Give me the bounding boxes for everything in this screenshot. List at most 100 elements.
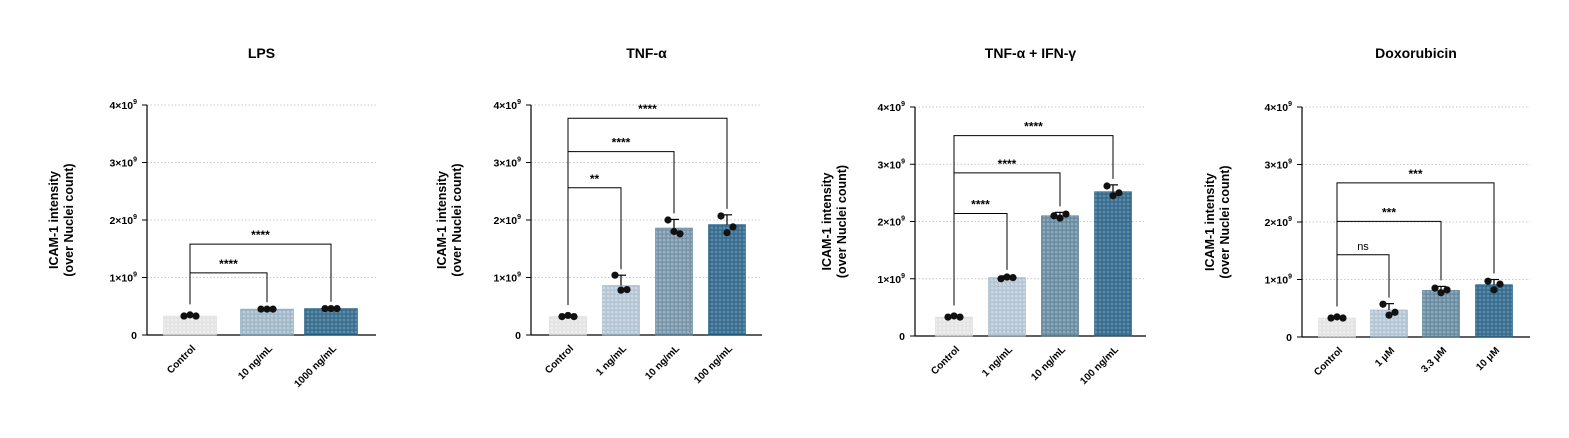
y-tick-exponent: 9 [1288,159,1292,166]
data-point [1484,277,1492,285]
data-point [257,305,265,313]
y-tick-base: 0 [515,330,521,342]
category-label: 10 ng/mL [643,343,682,382]
y-axis-label-line: (over Nuclei count) [62,163,76,276]
significance-label: *** [1382,205,1396,219]
data-point [956,313,964,321]
chart-title: LPS [248,45,275,61]
category-label: 1 μM [1373,345,1397,369]
y-tick-base: 1×10 [877,274,901,286]
significance-label: **** [219,257,238,271]
y-tick-base: 0 [899,331,905,343]
y-tick-label: 4×109 [1264,101,1292,114]
y-tick-exponent: 9 [517,214,521,221]
data-point [1443,286,1451,294]
y-tick-label: 1×109 [1264,274,1292,287]
significance-label: *** [1408,167,1422,181]
y-tick-exponent: 9 [517,99,521,106]
data-point [1391,308,1399,316]
y-tick-exponent: 9 [133,272,137,279]
data-point [1437,289,1445,297]
data-point [611,271,619,279]
bar [304,308,358,336]
category-label: Control [929,344,962,377]
data-point [1490,286,1498,294]
data-point [327,304,335,313]
data-point [623,285,631,294]
significance-bracket [1336,254,1390,307]
y-tick-label: 4×109 [877,101,905,114]
y-tick-exponent: 9 [517,157,521,164]
y-tick-base: 2×10 [493,215,517,227]
category-label: 3.3 μM [1419,345,1449,375]
category-label: 1000 ng/mL [292,343,339,390]
chart-panel-2: TNF-α ICAM-1 intensity(over Nuclei count)… [435,45,762,386]
y-tick-exponent: 9 [517,272,521,279]
chart-panel-1: LPS ICAM-1 intensity(over Nuclei count) 0 1… [47,45,376,390]
y-axis-label-line: (over Nuclei count) [835,165,849,278]
data-point [1009,274,1017,282]
data-point [1109,192,1117,200]
data-point [670,227,678,236]
data-point [617,286,625,294]
y-tick-base: 0 [1286,332,1292,344]
y-tick-label: 1×109 [493,272,521,285]
y-tick-exponent: 9 [1288,274,1292,281]
bar [1094,191,1132,337]
bar [935,316,973,337]
significance-bracket [189,243,332,305]
y-tick-label: 2×109 [877,216,905,229]
y-tick-base: 0 [131,330,137,342]
chart-title: TNF-α + IFN-γ [985,45,1077,61]
category-label: 100 ng/mL [692,343,735,386]
chart-title: Doxorubicin [1375,45,1457,61]
y-tick-exponent: 9 [1288,216,1292,223]
y-tick-label: 3×109 [877,158,905,171]
data-point [333,304,341,313]
y-tick-base: 4×10 [877,102,901,114]
data-point [564,311,572,320]
data-point [1103,182,1111,190]
y-axis-label-line: ICAM-1 intensity [820,172,834,270]
y-tick-label: 3×109 [109,157,137,170]
y-tick-label: 4×109 [109,99,137,112]
chart-title: TNF-α [626,45,667,61]
bar [1041,215,1079,337]
y-tick-base: 3×10 [877,159,901,171]
y-axis-label: ICAM-1 intensity(over Nuclei count) [47,163,76,276]
y-tick-base: 4×10 [109,100,133,112]
y-tick-label: 4×109 [493,99,521,112]
category-label: Control [543,343,576,376]
data-point [269,305,277,313]
data-point [1431,284,1439,292]
y-tick-base: 1×10 [493,273,517,285]
y-tick-base: 3×10 [1264,160,1288,172]
y-tick-base: 3×10 [493,158,517,170]
y-tick-label: 0 [899,331,905,343]
y-tick-label: 1×109 [109,272,137,285]
y-axis-label-line: ICAM-1 intensity [1203,173,1217,271]
y-tick-exponent: 9 [901,273,905,280]
data-point [1327,314,1335,322]
data-point [723,229,731,237]
data-point [1062,210,1070,218]
y-tick-base: 2×10 [877,217,901,229]
category-label: Control [165,343,198,376]
bar [1318,317,1356,338]
y-tick-label: 3×109 [493,157,521,170]
y-tick-label: 0 [515,330,521,342]
data-point [1496,280,1504,288]
data-point [1050,212,1058,220]
significance-label: **** [998,157,1017,171]
data-point [321,304,329,313]
y-axis-label-line: (over Nuclei count) [1218,165,1232,278]
bar [602,285,640,336]
y-tick-base: 2×10 [109,215,133,227]
y-tick-label: 2×109 [1264,216,1292,229]
data-point [558,313,566,321]
data-point [1115,189,1123,197]
significance-label: **** [251,228,270,242]
data-point [186,311,194,319]
significance-label: **** [612,136,631,150]
data-point [1379,300,1387,308]
